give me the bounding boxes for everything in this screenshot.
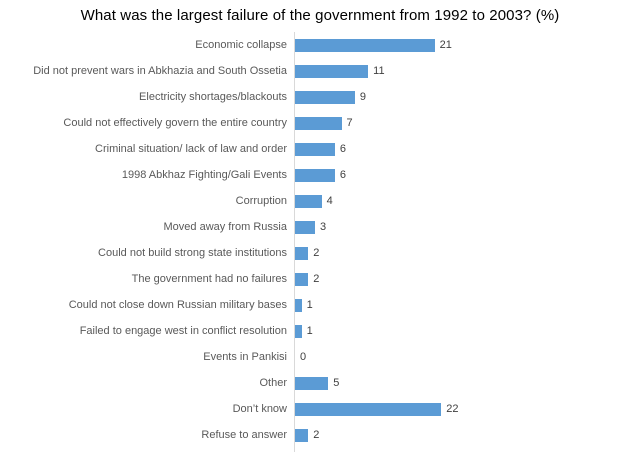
category-label: Could not effectively govern the entire … <box>63 117 287 129</box>
bar <box>295 38 435 52</box>
chart-title: What was the largest failure of the gove… <box>80 7 560 24</box>
value-label: 0 <box>300 351 307 363</box>
chart-row: 1998 Abkhaz Fighting/Gali Events 6 <box>0 162 640 188</box>
value-label: 3 <box>319 221 327 233</box>
bar <box>295 116 342 130</box>
bar-area: 22 <box>294 396 640 422</box>
category-label: Criminal situation/ lack of law and orde… <box>95 143 287 155</box>
value-label: 22 <box>446 403 459 415</box>
chart-row: Corruption 4 <box>0 188 640 214</box>
chart-row: Events in Pankisi 0 <box>0 344 640 370</box>
chart-row: Economic collapse 21 <box>0 32 640 58</box>
category-label: Don’t know <box>232 403 287 415</box>
chart-row: Other 5 <box>0 370 640 396</box>
axis-tail-spacer <box>0 448 294 452</box>
chart-row: Criminal situation/ lack of law and orde… <box>0 136 640 162</box>
value-label: 9 <box>359 91 366 103</box>
bar <box>295 246 309 260</box>
bar-area: 2 <box>294 422 640 448</box>
category-label: Events in Pankisi <box>203 351 287 363</box>
bar <box>295 194 322 208</box>
category-label: Corruption <box>235 195 287 207</box>
bar-area: 5 <box>294 370 640 396</box>
bar <box>295 168 335 182</box>
bar <box>295 298 302 312</box>
bar <box>295 90 355 104</box>
bar-area: 3 <box>294 214 640 240</box>
category-label: Refuse to answer <box>201 429 287 441</box>
value-label: 1 <box>306 325 313 337</box>
plot-area: Economic collapse 21 Did not prevent war… <box>0 32 640 452</box>
chart-row: Electricity shortages/blackouts 9 <box>0 84 640 110</box>
value-label: 11 <box>373 65 385 77</box>
bar-area: 2 <box>294 240 640 266</box>
bar <box>295 324 302 338</box>
value-label: 4 <box>326 195 333 207</box>
bar-area: 11 <box>294 58 640 84</box>
bar-area: 21 <box>294 32 640 58</box>
chart-row: Refuse to answer 2 <box>0 422 640 448</box>
bar <box>295 272 309 286</box>
value-label: 2 <box>313 247 320 259</box>
bar <box>295 402 442 416</box>
category-label: Did not prevent wars in Abkhazia and Sou… <box>33 65 287 77</box>
category-label: Failed to engage west in conflict resolu… <box>79 325 287 337</box>
bar <box>295 428 309 442</box>
bar-area: 0 <box>294 344 640 370</box>
chart-row: Did not prevent wars in Abkhazia and Sou… <box>0 58 640 84</box>
chart-row: Don’t know 22 <box>0 396 640 422</box>
category-label: Economic collapse <box>195 39 287 51</box>
category-label: 1998 Abkhaz Fighting/Gali Events <box>121 169 287 181</box>
value-label: 6 <box>339 143 347 155</box>
bar-area: 7 <box>294 110 640 136</box>
bar <box>295 142 335 156</box>
chart-row: Could not build strong state institution… <box>0 240 640 266</box>
bar-area: 6 <box>294 162 640 188</box>
axis-tail <box>0 448 640 452</box>
chart-row: Failed to engage west in conflict resolu… <box>0 318 640 344</box>
chart-row: Could not close down Russian military ba… <box>0 292 640 318</box>
bar-area: 2 <box>294 266 640 292</box>
bar-area: 4 <box>294 188 640 214</box>
value-label: 2 <box>313 429 320 441</box>
axis-tail-line <box>294 448 640 452</box>
category-label: Could not build strong state institution… <box>98 247 287 259</box>
bar <box>295 376 329 390</box>
bar-area: 9 <box>294 84 640 110</box>
bar-area: 1 <box>294 292 640 318</box>
category-label: Other <box>259 377 287 389</box>
bar <box>295 220 315 234</box>
category-label: Electricity shortages/blackouts <box>139 91 287 103</box>
value-label: 7 <box>346 117 353 129</box>
chart-row: Could not effectively govern the entire … <box>0 110 640 136</box>
value-label: 2 <box>313 273 320 285</box>
value-label: 6 <box>339 169 347 181</box>
value-label: 5 <box>333 377 340 389</box>
bar-area: 6 <box>294 136 640 162</box>
chart-row: Moved away from Russia 3 <box>0 214 640 240</box>
bar-area: 1 <box>294 318 640 344</box>
bar <box>295 64 369 78</box>
category-label: Could not close down Russian military ba… <box>68 299 287 311</box>
value-label: 21 <box>439 39 452 51</box>
category-label: The government had no failures <box>131 273 287 285</box>
category-label: Moved away from Russia <box>163 221 288 233</box>
value-label: 1 <box>306 299 313 311</box>
chart-row: The government had no failures 2 <box>0 266 640 292</box>
